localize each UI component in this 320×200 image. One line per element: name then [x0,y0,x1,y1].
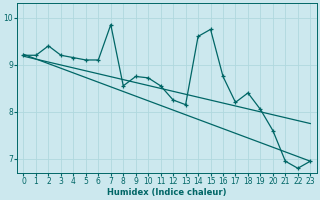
X-axis label: Humidex (Indice chaleur): Humidex (Indice chaleur) [107,188,227,197]
